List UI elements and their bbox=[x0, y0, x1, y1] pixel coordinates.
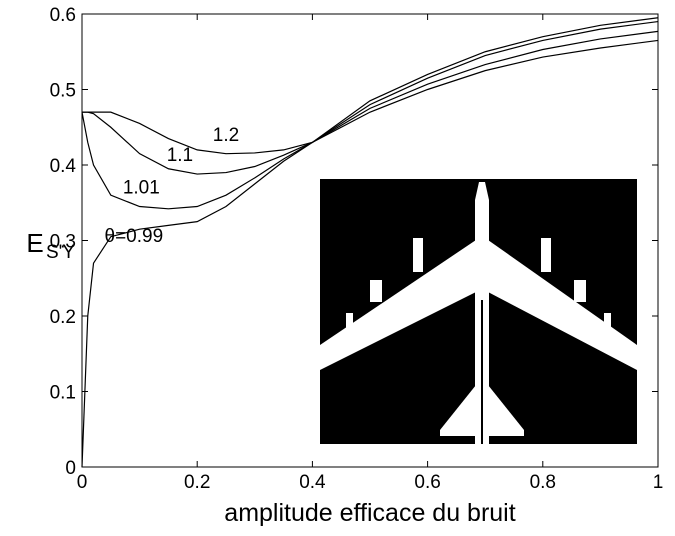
x-tick-label: 0.2 bbox=[184, 472, 210, 493]
x-tick-label: 0.6 bbox=[414, 472, 440, 493]
series-label: θ=0.99 bbox=[105, 226, 164, 247]
y-tick-label: 0.3 bbox=[50, 232, 76, 253]
x-tick-label: 1 bbox=[653, 472, 664, 493]
x-tick-label: 0 bbox=[77, 472, 88, 493]
line-series bbox=[82, 17, 659, 155]
y-tick-label: 0.6 bbox=[50, 5, 76, 26]
line-series bbox=[82, 20, 659, 175]
y-tick-label: 0.4 bbox=[50, 156, 77, 177]
series-label: 1.2 bbox=[213, 125, 239, 146]
x-tick-label: 0.4 bbox=[299, 472, 326, 493]
series-label: 1.1 bbox=[167, 145, 193, 166]
y-tick-label: 0.2 bbox=[50, 307, 76, 328]
y-tick-label: 0.5 bbox=[50, 81, 76, 102]
inset-image bbox=[320, 179, 637, 444]
y-tick-label: 0 bbox=[65, 458, 76, 479]
y-axis-label-sub: S'Y bbox=[46, 242, 75, 263]
line-series bbox=[81, 39, 659, 468]
line-series bbox=[81, 30, 659, 210]
series-label: 1.01 bbox=[123, 178, 160, 199]
y-tick-label: 0.1 bbox=[50, 383, 76, 404]
x-axis-label: amplitude efficace du bruit bbox=[224, 499, 515, 527]
x-tick-label: 0.8 bbox=[530, 472, 556, 493]
y-axis-label: E bbox=[26, 228, 43, 258]
